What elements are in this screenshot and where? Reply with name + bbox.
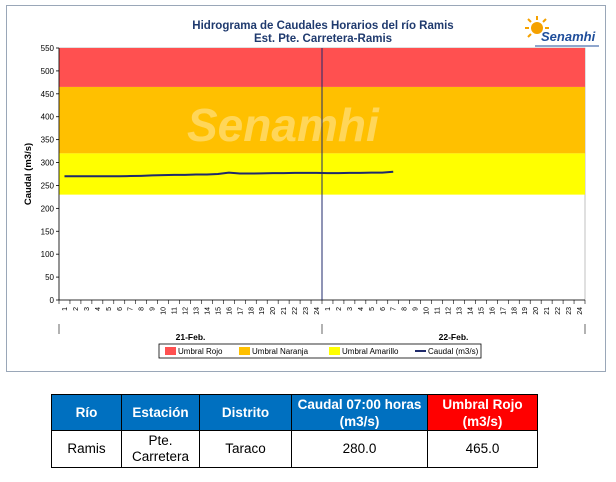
- x-tick-label: 22: [292, 307, 299, 315]
- x-tick-label: 17: [500, 307, 507, 315]
- x-tick-label: 2: [73, 307, 80, 311]
- x-tick-label: 13: [456, 307, 463, 315]
- x-tick-label: 20: [533, 307, 540, 315]
- header-caudal: Caudal 07:00 horas (m3/s): [291, 394, 428, 431]
- x-tick-label: 18: [248, 307, 255, 315]
- header-rio: Río: [51, 394, 122, 431]
- x-tick-label: 5: [106, 307, 113, 311]
- y-tick-label: 0: [50, 296, 55, 305]
- chart-frame: Hidrograma de Caudales Horarios del río …: [6, 5, 606, 372]
- x-tick-label: 13: [193, 307, 200, 315]
- x-tick-label: 24: [314, 307, 321, 315]
- y-tick-label: 550: [41, 44, 55, 53]
- cell-umbral-rojo: 465.0: [427, 430, 538, 468]
- cell-estacion: Pte. Carretera: [121, 430, 200, 468]
- legend-swatch: [329, 347, 340, 355]
- legend-label: Umbral Amarillo: [342, 347, 399, 356]
- x-tick-label: 11: [172, 307, 179, 314]
- cell-rio: Ramis: [51, 430, 122, 468]
- x-tick-label: 10: [161, 307, 168, 315]
- x-tick-label: 17: [237, 307, 244, 315]
- table-header-row: Río Estación Distrito Caudal 07:00 horas…: [51, 394, 538, 431]
- station-info-table: Río Estación Distrito Caudal 07:00 horas…: [51, 394, 538, 468]
- x-tick-label: 4: [95, 307, 102, 311]
- x-tick-label: 16: [489, 307, 496, 315]
- x-tick-label: 19: [522, 307, 529, 315]
- x-tick-label: 6: [117, 307, 124, 311]
- senamhi-logo: Senamhi: [525, 16, 599, 47]
- y-tick-label: 250: [41, 181, 55, 190]
- x-tick-label: 9: [413, 307, 420, 311]
- legend-swatch: [165, 347, 176, 355]
- chart-title: Hidrograma de Caudales Horarios del río …: [192, 20, 453, 32]
- table-row: Ramis Pte. Carretera Taraco 280.0 465.0: [51, 430, 538, 468]
- x-tick-label: 23: [566, 307, 573, 315]
- plot-area: Senamhi 05010015020025030035040045050055…: [41, 44, 586, 342]
- cell-distrito: Taraco: [199, 430, 292, 468]
- logo-text: Senamhi: [541, 29, 596, 44]
- y-tick-label: 450: [41, 90, 55, 99]
- legend-label: Umbral Naranja: [252, 347, 309, 356]
- x-tick-label: 2: [336, 307, 343, 311]
- y-tick-label: 50: [45, 273, 54, 282]
- x-tick-label: 15: [215, 307, 222, 315]
- legend-label: Umbral Rojo: [178, 347, 223, 356]
- hydrograph-chart: Hidrograma de Caudales Horarios del río …: [23, 16, 599, 359]
- x-tick-label: 23: [303, 307, 310, 315]
- x-tick-label: 3: [347, 307, 354, 311]
- x-tick-label: 9: [150, 307, 157, 311]
- x-tick-label: 12: [183, 307, 190, 315]
- x-tick-label: 10: [424, 307, 431, 315]
- header-estacion: Estación: [121, 394, 200, 431]
- x-tick-label: 1: [325, 307, 332, 311]
- header-umbral-rojo: Umbral Rojo (m3/s): [427, 394, 538, 431]
- x-tick-label: 22: [555, 307, 562, 315]
- legend-swatch: [239, 347, 250, 355]
- y-tick-label: 350: [41, 136, 55, 145]
- x-tick-label: 6: [380, 307, 387, 311]
- y-tick-label: 300: [41, 159, 55, 168]
- x-tick-label: 18: [511, 307, 518, 315]
- x-tick-label: 12: [446, 307, 453, 315]
- x-tick-label: 14: [467, 307, 474, 315]
- x-tick-label: 1: [62, 307, 69, 311]
- x-tick-label: 7: [128, 307, 135, 311]
- cell-caudal: 280.0: [291, 430, 428, 468]
- x-tick-label: 19: [259, 307, 266, 315]
- x-tick-label: 3: [84, 307, 91, 311]
- senamhi-watermark: Senamhi: [187, 99, 380, 151]
- header-distrito: Distrito: [199, 394, 292, 431]
- x-tick-label: 24: [577, 307, 584, 315]
- day-label: 22-Feb.: [439, 332, 469, 342]
- x-tick-label: 5: [369, 307, 376, 311]
- day-label: 21-Feb.: [176, 332, 206, 342]
- x-tick-label: 7: [391, 307, 398, 311]
- chart-subtitle: Est. Pte. Carretera-Ramis: [254, 33, 392, 45]
- x-tick-label: 8: [139, 307, 146, 311]
- sun-icon: [525, 16, 549, 38]
- x-tick-label: 4: [358, 307, 365, 311]
- x-tick-label: 16: [226, 307, 233, 315]
- y-axis-label: Caudal (m3/s): [23, 143, 34, 205]
- x-tick-label: 8: [402, 307, 409, 311]
- x-tick-label: 21: [544, 307, 551, 315]
- y-tick-label: 200: [41, 204, 55, 213]
- x-tick-label: 21: [281, 307, 288, 315]
- x-tick-label: 15: [478, 307, 485, 315]
- legend: Umbral Rojo Umbral Naranja Umbral Amarillo…: [158, 343, 482, 359]
- y-tick-label: 100: [41, 250, 55, 259]
- y-tick-label: 500: [41, 67, 55, 76]
- series-line-0: [64, 170, 394, 178]
- x-tick-label: 20: [270, 307, 277, 315]
- legend-label: Caudal (m3/s): [428, 347, 479, 356]
- x-tick-label: 14: [204, 307, 211, 315]
- y-tick-label: 400: [41, 113, 55, 122]
- x-tick-label: 11: [435, 307, 442, 314]
- y-tick-label: 150: [41, 227, 55, 236]
